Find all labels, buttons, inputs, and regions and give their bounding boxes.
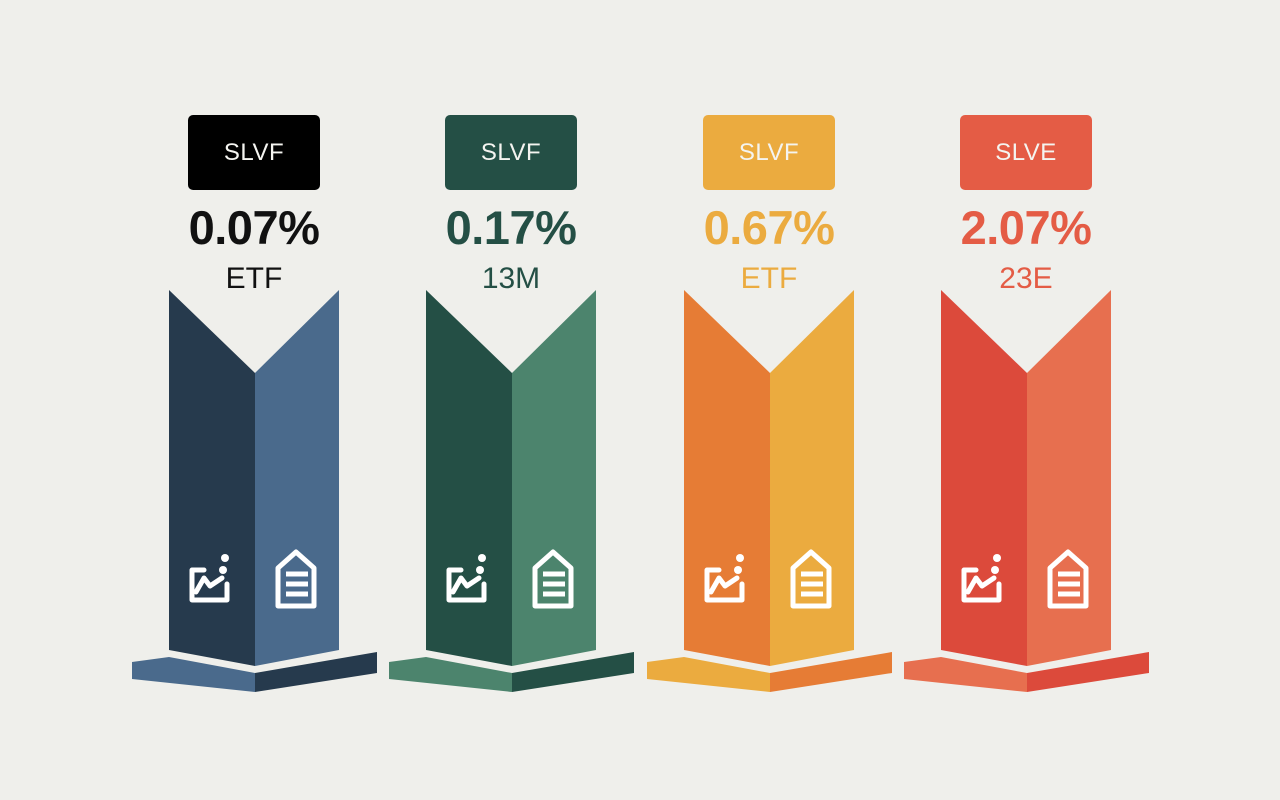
chart-image-icon xyxy=(189,554,230,603)
sublabel: ETF xyxy=(225,262,283,295)
ticker-badge: SLVF xyxy=(445,115,577,190)
sublabel: 23E xyxy=(999,262,1053,295)
ticker-badge: SLVF xyxy=(188,115,320,190)
ticker-badge: SLVE xyxy=(960,115,1092,190)
percent-value: 0.07% xyxy=(188,201,320,254)
chart-image-icon xyxy=(446,554,487,603)
document-house-icon xyxy=(275,549,317,609)
pillar-shape xyxy=(904,290,1149,692)
chart-image-icon xyxy=(961,554,1002,603)
document-house-icon xyxy=(532,549,574,609)
ticker-badge: SLVF xyxy=(703,115,835,190)
percent-value: 0.67% xyxy=(703,201,835,254)
column-4: SLVE 2.07% 23E xyxy=(896,0,1156,800)
percent-value: 0.17% xyxy=(445,201,577,254)
chart-image-icon xyxy=(704,554,745,603)
pillar-shape xyxy=(132,290,377,692)
column-2: SLVF 0.17% 13M xyxy=(381,0,641,800)
sublabel: ETF xyxy=(740,262,798,295)
pillar-shape xyxy=(389,290,634,692)
column-3: SLVF 0.67% ETF xyxy=(639,0,899,800)
column-1: SLVF 0.07% ETF xyxy=(124,0,384,800)
sublabel: 13M xyxy=(481,262,541,295)
pillar-shape xyxy=(647,290,892,692)
document-house-icon xyxy=(1047,549,1089,609)
document-house-icon xyxy=(790,549,832,609)
percent-value: 2.07% xyxy=(960,201,1092,254)
